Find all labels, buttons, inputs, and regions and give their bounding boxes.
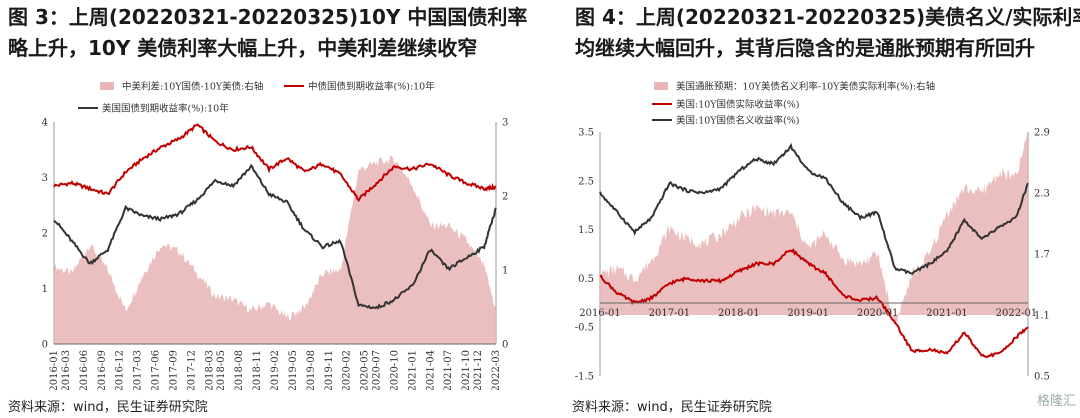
x-tick-label: 2017-03 [133, 350, 144, 390]
x-tick-label: 2018-11 [252, 350, 263, 390]
chart-china-us-yield: 0 1 2 3 4 0 1 2 3 2016-01 2016-03 2016-06 2016-09 201… [42, 81, 509, 391]
y-left-tick-label: 2 [42, 229, 48, 240]
x-tick-label: 2017-12 [186, 350, 197, 390]
y-left-tick-label: -1.5 [575, 372, 594, 383]
x-tick-label: 2017-01 [649, 308, 691, 319]
x-tick-label: 2018-03 [204, 350, 215, 390]
y-left-tick-label: 1 [42, 284, 48, 295]
y-left-tick-label: 3 [42, 173, 48, 184]
y-left-tick-label: 1.5 [578, 225, 594, 236]
legend-label-us: 美国国债到期收益率(%):10年 [102, 103, 229, 115]
y-right-tick-label: 1.7 [1034, 250, 1050, 261]
x-tick-label: 2016-12 [115, 350, 126, 390]
y-right-tick-label: 2.9 [1034, 128, 1050, 139]
legend-label-nominal: 美国:10Y国债名义收益率(%) [676, 115, 800, 127]
x-tick-label: 2021-04 [425, 350, 436, 390]
series-area-spread [54, 155, 496, 344]
series-line-us [53, 163, 497, 310]
legend-label-real: 美国:10Y国债实际收益率(%) [676, 99, 800, 111]
series-area-breakeven [600, 131, 1028, 327]
series-line-real [599, 248, 1029, 359]
chart-us-nominal-real: -1.5 -0.5 0.5 1.5 2.5 3.5 0.5 1.1 1.7 2.3 2.9 2016-… [575, 81, 1050, 383]
x-tick-label: 2019-02 [270, 350, 281, 390]
x-tick-label: 2019-08 [306, 350, 317, 390]
x-tick-label: 2016-01 [49, 350, 60, 390]
x-tick-label: 2016-01 [579, 308, 621, 319]
y-right-tick-label: 3 [502, 118, 508, 129]
y-left-tick-label: -0.5 [575, 323, 594, 334]
x-tick-label: 2018-01 [718, 308, 760, 319]
figure3-source: 资料来源：wind，民生证券研究院 [8, 400, 208, 415]
figure4-title-line2: 均继续大幅回升，其背后隐含的是通胀预期有所回升 [575, 36, 1035, 60]
y-right-tick-label: 0 [502, 340, 508, 351]
y-left-tick-label: 2.5 [578, 176, 594, 187]
x-tick-label: 2020-01 [857, 308, 899, 319]
x-tick-label: 2017-09 [168, 350, 179, 390]
series-line-china [53, 123, 497, 203]
x-tick-label: 2016-09 [97, 350, 108, 390]
x-tick-label: 2021-07 [443, 350, 454, 390]
y-left-tick-label: 0 [42, 340, 48, 351]
series-line-nominal [599, 142, 1029, 275]
figure3-title: 图 3：上周(20220321-20220325)10Y 中国国债利率 略上升，… [8, 2, 527, 64]
x-tick-label: 2018-08 [234, 350, 245, 390]
x-tick-label: 2021-10 [461, 350, 472, 390]
x-tick-label: 2018-05 [216, 350, 227, 390]
x-tick-label: 2020-10 [389, 350, 400, 390]
watermark-logo: 格隆汇 [1036, 394, 1076, 409]
legend-label-breakeven: 美国通胀预期：10Y美债名义利率-10Y美债实际利率(%):右轴 [676, 81, 935, 93]
y-right-tick-label: 1 [502, 266, 508, 277]
x-tick-label: 2019-01 [787, 308, 829, 319]
figure3-title-line2: 略上升，10Y 美债利率大幅上升，中美利差继续收窄 [8, 36, 478, 60]
x-tick-label: 2020-07 [372, 350, 383, 390]
x-tick-label: 2021-01 [926, 308, 968, 319]
x-tick-label: 2016-06 [79, 350, 90, 390]
y-right-tick-label: 2 [502, 192, 508, 203]
y-left-tick-label: 0.5 [578, 274, 594, 285]
x-tick-label: 2017-06 [151, 350, 162, 390]
x-tick-label: 2020-05 [360, 350, 371, 390]
y-right-tick-label: 1.1 [1034, 311, 1050, 322]
figure4-source: 资料来源：wind，民生证券研究院 [572, 400, 772, 415]
y-right-tick-label: 0.5 [1034, 372, 1050, 383]
x-tick-label: 2022-01 [996, 308, 1038, 319]
legend-swatch-spread [100, 82, 114, 90]
x-tick-label: 2021-12 [473, 350, 484, 390]
x-tick-label: 2019-11 [324, 350, 335, 390]
figure3-title-line1: 图 3：上周(20220321-20220325)10Y 中国国债利率 [8, 5, 528, 29]
y-left-tick-label: 4 [42, 118, 48, 129]
legend-label-spread: 中美利差:10Y国债-10Y美债:右轴 [122, 81, 263, 93]
y-left-tick-label: 3.5 [578, 128, 594, 139]
x-tick-label: 2016-03 [61, 350, 72, 390]
figure4-title-line1: 图 4：上周(20220321-20220325)美债名义/实际利率 [575, 5, 1080, 29]
x-tick-label: 2020-02 [342, 350, 353, 390]
legend-swatch-breakeven [654, 82, 668, 90]
legend-label-china: 中债国债到期收益率(%):10年 [308, 81, 435, 93]
x-tick-label: 2021-01 [407, 350, 418, 390]
y-right-tick-label: 2.3 [1034, 189, 1050, 200]
figure4-title: 图 4：上周(20220321-20220325)美债名义/实际利率 均继续大幅… [575, 2, 1080, 64]
x-tick-label: 2022-03 [491, 350, 502, 390]
x-tick-label: 2019-05 [288, 350, 299, 390]
